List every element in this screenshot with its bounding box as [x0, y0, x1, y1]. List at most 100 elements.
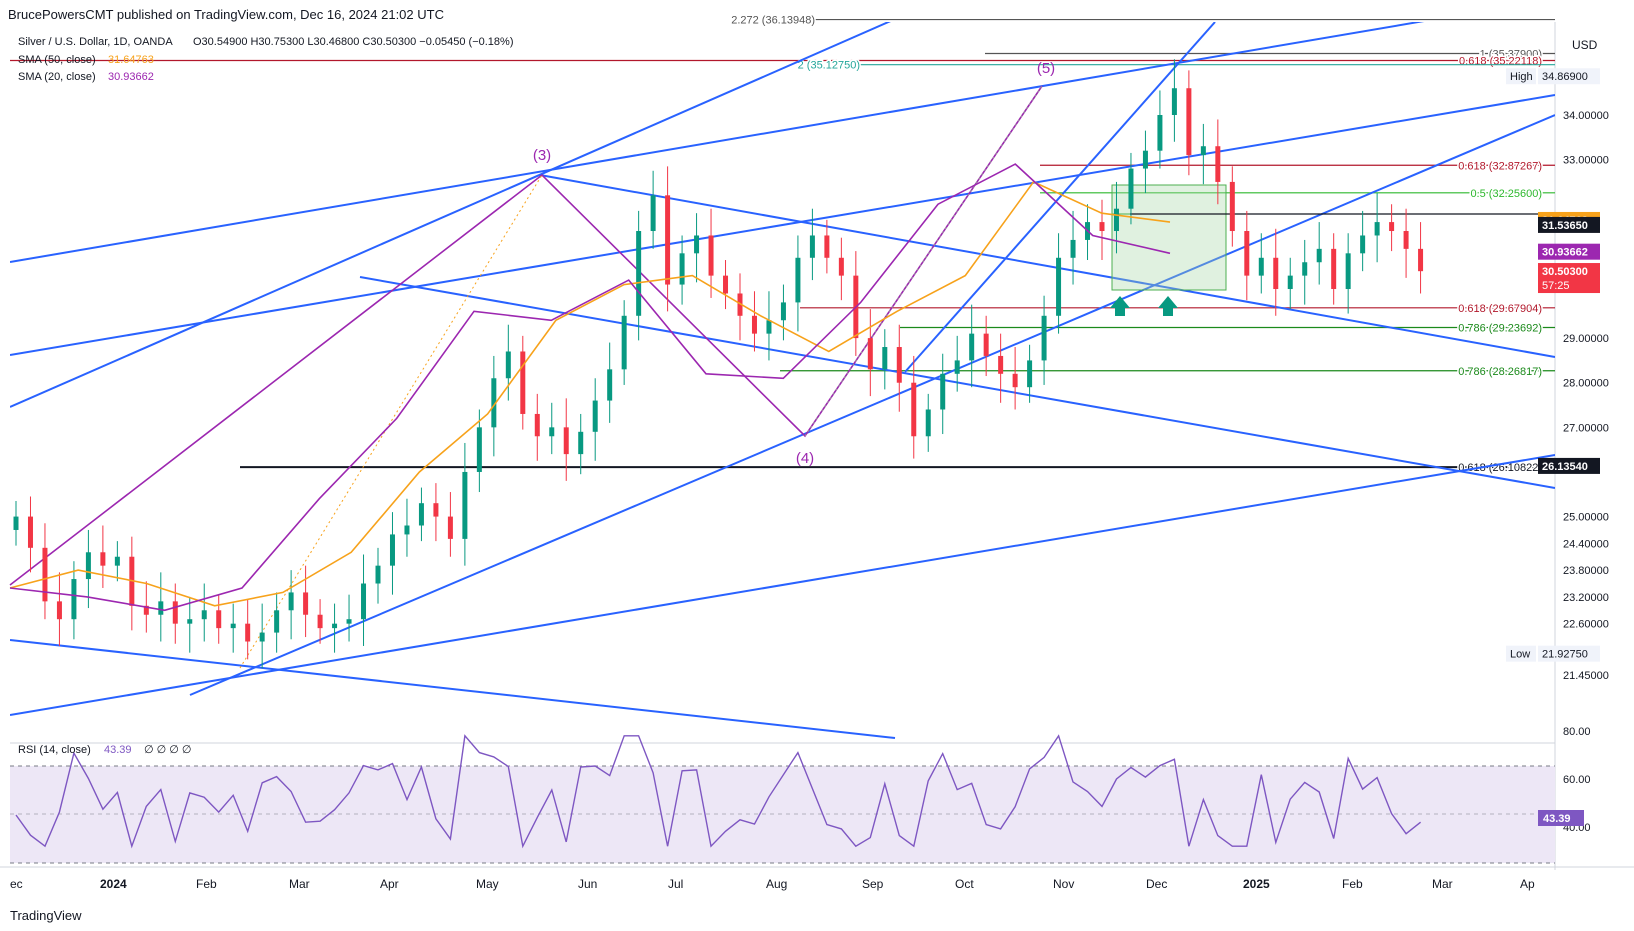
candle: [911, 355, 917, 459]
candle: [1331, 233, 1337, 305]
candle: [1403, 208, 1409, 278]
fib-label: 2.272 (36.13948): [731, 15, 815, 27]
price-tag-label: Low: [1510, 649, 1530, 661]
ohlc-readout: O30.54900 H30.75300 L30.46800 C30.50300 …: [193, 36, 514, 48]
candle: [56, 572, 62, 646]
candle: [737, 273, 743, 341]
price-tag-bg: [1538, 645, 1600, 662]
candle: [563, 398, 569, 481]
candle: [954, 335, 960, 392]
tradingview-logo[interactable]: TradingView: [10, 908, 82, 923]
price-tick: 23.80000: [1563, 565, 1609, 577]
candle: [1389, 204, 1395, 252]
sma20-line: [9, 163, 1171, 612]
candle: [795, 235, 801, 332]
pane-frame: [0, 22, 1634, 870]
time-tick: Mar: [289, 877, 310, 891]
price-tick: 21.45000: [1563, 670, 1609, 682]
candle: [1041, 295, 1047, 385]
candle: [1287, 257, 1293, 310]
legend: Silver / U.S. Dollar, 1D, OANDA O30.5490…: [18, 36, 514, 83]
price-tag-bg: [1538, 216, 1600, 233]
candle: [838, 237, 844, 301]
time-tick: Feb: [196, 877, 217, 891]
candle: [882, 329, 888, 390]
rsi-current: 43.39: [1543, 813, 1571, 825]
candle: [187, 596, 193, 653]
candle: [447, 492, 453, 557]
candle: [114, 541, 120, 582]
fib-levels: 2.272 (36.13948) 1 (35.37900)0.618 (35.22…: [10, 13, 1555, 476]
time-axis[interactable]: ec 2024 Feb Mar Apr May Jun Jul Aug Sep Oct Nov Dec 2…: [10, 877, 1535, 891]
price-tag-label: High: [1510, 71, 1533, 83]
candle: [592, 378, 598, 461]
candles: [13, 59, 1424, 669]
candle: [100, 525, 106, 588]
candle: [578, 413, 584, 475]
up-arrow-icon: [1110, 296, 1130, 316]
candle: [1186, 70, 1192, 176]
price-tag-bg: [1538, 263, 1600, 294]
candle: [998, 333, 1004, 403]
time-tick: Mar: [1432, 877, 1453, 891]
price-tag-label-bg: [1506, 68, 1536, 85]
candle: [201, 583, 207, 642]
candle: [925, 393, 931, 452]
time-tick: Sep: [862, 877, 884, 891]
candle: [332, 603, 338, 653]
candle: [520, 335, 526, 430]
candle: [867, 309, 873, 397]
price-tag: 30.93662: [1542, 247, 1588, 259]
price-tick: 22.60000: [1563, 619, 1609, 631]
candle: [607, 342, 613, 423]
candle: [1099, 199, 1105, 261]
price-tick: 29.00000: [1563, 333, 1609, 345]
fib-label: 0.618 (32.87267): [1458, 160, 1542, 172]
rsi-tick: 80.00: [1563, 726, 1591, 738]
candle: [780, 284, 786, 341]
candle: [85, 529, 91, 609]
candle: [158, 572, 164, 642]
candle: [621, 300, 627, 385]
fib-label: 0.786 (28.26817): [1458, 366, 1542, 378]
rsi-label: RSI (14, close): [18, 744, 91, 756]
candle: [42, 523, 48, 620]
candle: [1142, 130, 1148, 194]
candle: [433, 483, 439, 542]
candle: [1056, 233, 1062, 334]
time-tick: Apr: [380, 877, 399, 891]
candle: [1012, 347, 1018, 410]
price-tag: 34.86900: [1542, 71, 1588, 83]
fib-label: 0.618 (29.67904): [1458, 303, 1542, 315]
price-tag-label-bg: [1506, 645, 1536, 662]
elliott-wave: (3) (4) (5): [9, 60, 1055, 669]
time-tick: 2024: [100, 877, 127, 891]
time-tick: Aug: [766, 877, 787, 891]
candle: [288, 570, 294, 640]
up-arrow-icon: [1158, 296, 1178, 316]
wave-label-5: (5): [1037, 60, 1055, 77]
price-tag-bg: [1538, 243, 1600, 260]
tradingview-brand: TradingView: [10, 908, 82, 923]
sma50-legend-label: SMA (50, close): [18, 54, 96, 66]
candle: [418, 487, 424, 542]
candle: [1273, 228, 1279, 316]
price-axis[interactable]: USD 34.00000 33.00000 29.00000 28.00000 27.0…: [1506, 38, 1609, 682]
price-tick: 25.00000: [1563, 512, 1609, 524]
candle: [824, 219, 830, 274]
candle: [1258, 233, 1264, 294]
price-tick: 27.00000: [1563, 422, 1609, 434]
price-tick: 28.00000: [1563, 378, 1609, 390]
moving-averages: [9, 163, 1171, 612]
sma50-line: [9, 180, 1171, 607]
candle: [766, 291, 772, 361]
candle: [346, 594, 352, 642]
candle: [389, 512, 395, 595]
rsi-pane: RSI (14, close) 43.39 ∅ ∅ ∅ ∅: [10, 734, 1555, 864]
candle: [505, 324, 511, 401]
candle: [1200, 123, 1206, 185]
candle: [665, 166, 671, 312]
fib-label: 0.786 (29.23692): [1458, 323, 1542, 335]
